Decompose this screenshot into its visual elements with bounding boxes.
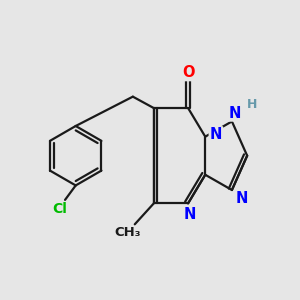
Text: N: N	[229, 106, 241, 121]
Text: H: H	[247, 98, 257, 111]
Text: CH₃: CH₃	[115, 226, 141, 239]
Text: Cl: Cl	[52, 202, 67, 216]
Text: N: N	[210, 127, 222, 142]
Text: O: O	[182, 65, 194, 80]
Text: N: N	[235, 191, 248, 206]
Text: N: N	[184, 206, 196, 221]
